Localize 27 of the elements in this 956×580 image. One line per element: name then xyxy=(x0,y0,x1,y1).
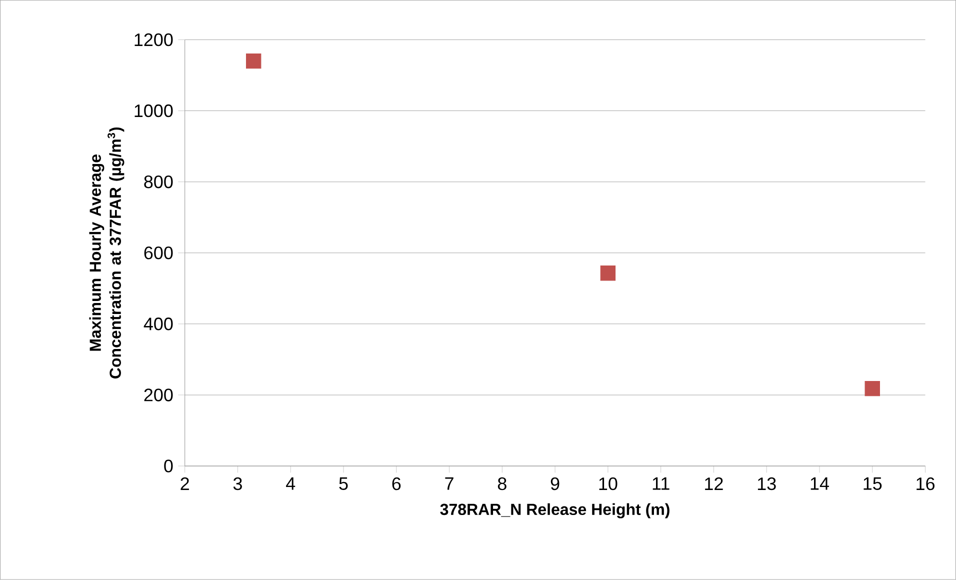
y-tick-label: 1200 xyxy=(134,33,173,46)
y-tick-label: 600 xyxy=(144,246,173,260)
x-tick-label: 3 xyxy=(233,477,242,490)
point xyxy=(600,266,616,281)
point xyxy=(246,54,262,69)
y-tick-label: 0 xyxy=(164,460,173,472)
x-tick-label: 13 xyxy=(758,477,776,490)
x-tick-label: 10 xyxy=(599,477,618,490)
x-tick-label: 11 xyxy=(652,477,670,490)
x-tick-label: 14 xyxy=(810,477,829,490)
point xyxy=(864,381,880,396)
y-tick-label: 1000 xyxy=(134,104,173,118)
x-axis-title: 378RAR_N Release Height (m) xyxy=(440,503,670,518)
y-tick-label: 800 xyxy=(144,176,173,188)
x-tick-label: 7 xyxy=(445,477,454,490)
x-tick-label: 4 xyxy=(286,477,296,490)
x-tick-label: 2 xyxy=(180,477,189,490)
y-axis-title: Maximum Hourly Average Concentration at 377FAR (µg/m$^{3}$) xyxy=(89,128,124,379)
x-tick-label: 6 xyxy=(392,477,401,490)
x-tick-label: 12 xyxy=(705,477,723,490)
x-tick-label: 9 xyxy=(550,477,560,490)
x-tick-label: 8 xyxy=(498,477,506,490)
y-tick-label: 400 xyxy=(144,318,173,330)
y-tick-label: 200 xyxy=(144,388,173,402)
x-tick-label: 15 xyxy=(864,477,882,490)
x-tick-label: 16 xyxy=(916,477,934,490)
x-tick-label: 5 xyxy=(339,477,348,490)
